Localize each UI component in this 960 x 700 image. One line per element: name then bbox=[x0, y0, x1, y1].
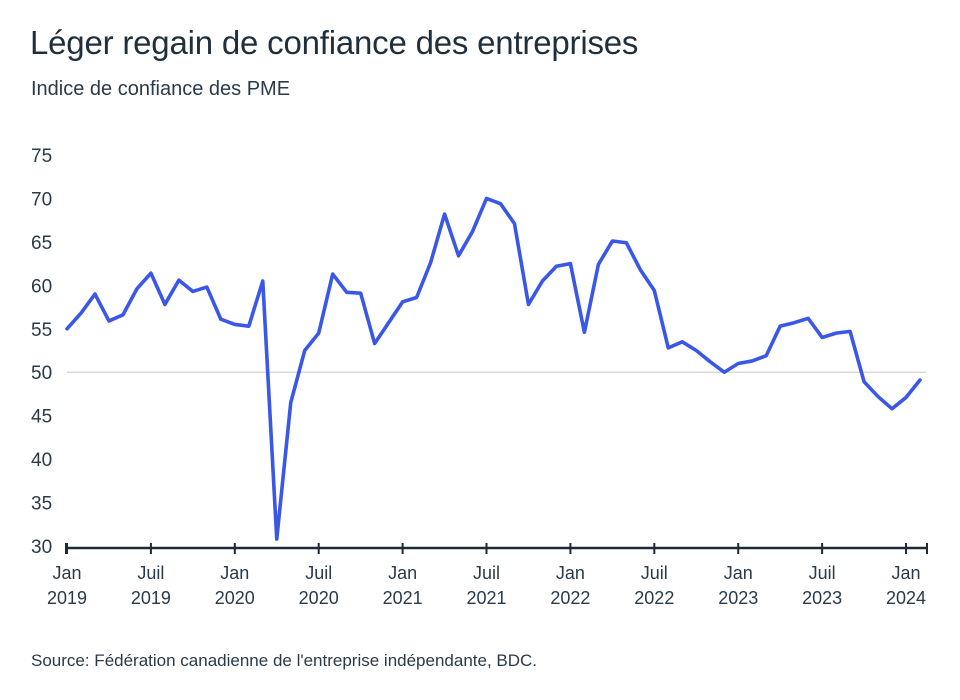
y-axis: 30 35 40 45 50 55 60 65 70 75 bbox=[31, 146, 52, 558]
x-tick-year-label: 2022 bbox=[634, 588, 674, 608]
y-tick-label: 55 bbox=[31, 320, 52, 341]
x-tick-month-label: Jan bbox=[52, 563, 81, 583]
y-tick-label: 70 bbox=[31, 189, 52, 210]
x-tick-month-label: Jan bbox=[556, 563, 585, 583]
series-line bbox=[65, 196, 922, 541]
x-tick-month-label: Juil bbox=[641, 563, 668, 583]
y-tick-label: 60 bbox=[31, 276, 52, 297]
x-tick-month-label: Jan bbox=[220, 563, 249, 583]
x-tick-year-label: 2019 bbox=[131, 588, 171, 608]
x-tick-year-label: 2020 bbox=[299, 588, 339, 608]
x-axis: Jan 2019 Juil 2019 Jan 2020 Juil 2020 Jan 2021 Jui… bbox=[47, 543, 928, 608]
x-tick-year-label: 2023 bbox=[718, 588, 758, 608]
x-tick-year-label: 2023 bbox=[802, 588, 842, 608]
y-tick-label: 30 bbox=[31, 537, 52, 558]
x-tick-month-label: Jan bbox=[724, 563, 753, 583]
y-tick-label: 75 bbox=[31, 146, 52, 167]
x-tick-month-label: Jan bbox=[892, 563, 921, 583]
y-tick-label: 35 bbox=[31, 494, 52, 515]
series-layer bbox=[65, 196, 922, 541]
x-tick-year-label: 2019 bbox=[47, 588, 87, 608]
source-note: Source: Fédération canadienne de l'entre… bbox=[31, 651, 538, 670]
y-tick-label: 50 bbox=[31, 363, 52, 384]
y-tick-label: 65 bbox=[31, 233, 52, 254]
x-tick-month-label: Jan bbox=[388, 563, 417, 583]
chart-subtitle: Indice de confiance des PME bbox=[31, 78, 291, 100]
x-tick-year-label: 2021 bbox=[383, 588, 423, 608]
x-tick-year-label: 2021 bbox=[466, 588, 506, 608]
x-tick-year-label: 2020 bbox=[215, 588, 255, 608]
x-tick-year-label: 2024 bbox=[886, 588, 926, 608]
y-tick-label: 40 bbox=[31, 450, 52, 471]
x-tick-month-label: Juil bbox=[473, 563, 500, 583]
y-tick-label: 45 bbox=[31, 407, 52, 428]
x-tick-month-label: Juil bbox=[137, 563, 164, 583]
x-tick-month-label: Juil bbox=[305, 563, 332, 583]
x-tick-month-label: Juil bbox=[809, 563, 836, 583]
chart-title: Léger regain de confiance des entreprise… bbox=[30, 24, 639, 61]
x-tick-year-label: 2022 bbox=[550, 588, 590, 608]
